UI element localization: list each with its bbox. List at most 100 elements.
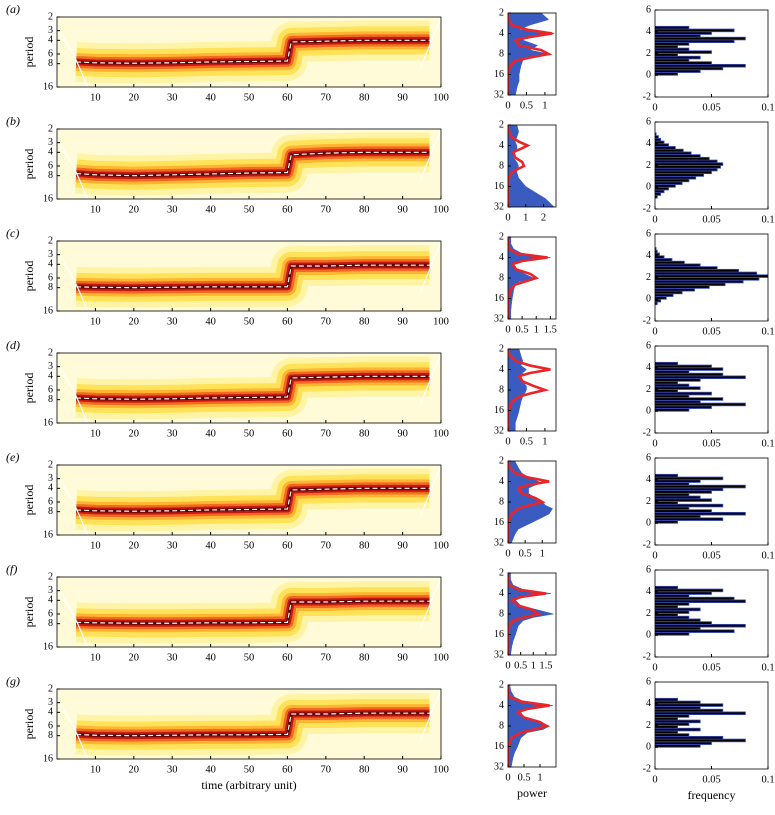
y-tick-label: 4 xyxy=(499,700,504,711)
hist-bar xyxy=(655,69,701,73)
x-tick-label: 10 xyxy=(90,428,101,439)
x-tick-label: 0 xyxy=(505,324,510,335)
x-tick-label: 50 xyxy=(244,92,255,103)
hist-bar xyxy=(655,591,712,595)
y-tick-label: 8 xyxy=(48,170,53,181)
x-tick-label: 0 xyxy=(652,662,657,673)
y-tick-label: 4 xyxy=(646,362,651,373)
power-spectrum xyxy=(508,237,551,319)
hist-bar xyxy=(655,594,690,598)
x-tick-label: 0.5 xyxy=(514,660,527,671)
x-tick-label: 0.5 xyxy=(520,100,533,111)
hist-bar xyxy=(655,63,746,68)
y-tick-label: 4 xyxy=(48,35,53,46)
hist-bar xyxy=(655,599,746,604)
hist-bar xyxy=(655,735,724,740)
y-tick-label: 2 xyxy=(646,608,651,619)
y-tick-label: 2 xyxy=(48,235,53,246)
hist-bar xyxy=(655,697,679,702)
x-tick-label: 0 xyxy=(505,212,510,223)
y-tick-label: 4 xyxy=(48,595,53,606)
panel-label: (g) xyxy=(6,674,20,688)
x-axis-label: frequency xyxy=(688,788,736,802)
x-tick-label: 40 xyxy=(205,540,216,551)
hist-bar xyxy=(655,247,657,251)
x-tick-label: 80 xyxy=(359,316,370,327)
y-tick-label: 3 xyxy=(48,473,53,484)
power-area xyxy=(508,349,527,431)
hist-bar xyxy=(655,58,690,63)
heatmap xyxy=(57,17,441,87)
x-tick-label: 50 xyxy=(244,652,255,663)
x-tick-label: 30 xyxy=(167,428,178,439)
hist-bar xyxy=(655,146,676,150)
hist-bar xyxy=(655,47,690,52)
hist-bar xyxy=(655,632,690,636)
x-tick-label: 10 xyxy=(90,652,101,663)
hist-bar xyxy=(655,402,746,407)
histogram xyxy=(655,473,746,524)
y-tick-label: 2 xyxy=(499,455,504,466)
hist-bar xyxy=(655,192,662,196)
heatmap xyxy=(57,129,441,199)
hist-bar xyxy=(655,520,679,524)
ridge-line xyxy=(76,39,430,64)
y-tick-label: -2 xyxy=(643,203,651,214)
y-tick-label: 2 xyxy=(499,231,504,242)
power-spectrum xyxy=(508,685,553,767)
y-tick-label: 6 xyxy=(646,228,651,239)
hist-bar xyxy=(655,476,724,481)
hist-bar xyxy=(655,28,735,33)
x-tick-label: 100 xyxy=(433,652,449,663)
y-tick-label: 6 xyxy=(646,116,651,127)
y-tick-label: 4 xyxy=(499,364,504,375)
hist-bar xyxy=(655,722,690,726)
hist-bar xyxy=(655,184,676,188)
y-tick-label: 4 xyxy=(48,371,53,382)
y-tick-label: 6 xyxy=(48,160,53,171)
x-tick-label: 90 xyxy=(397,764,408,775)
x-tick-label: 80 xyxy=(359,652,370,663)
hist-bar xyxy=(655,394,690,399)
cone-of-influence xyxy=(57,17,441,87)
y-tick-label: 8 xyxy=(499,384,504,395)
power-line xyxy=(508,461,550,543)
x-tick-label: 60 xyxy=(282,316,293,327)
x-tick-label: 1.5 xyxy=(544,324,557,335)
x-tick-label: 0 xyxy=(652,438,657,449)
hist-bar xyxy=(655,61,712,65)
x-tick-label: 2 xyxy=(541,212,546,223)
panel-label: (e) xyxy=(6,450,19,464)
x-tick-label: 90 xyxy=(397,316,408,327)
hist-bar xyxy=(655,370,690,374)
hist-bar xyxy=(655,151,692,156)
hist-bar xyxy=(655,503,724,508)
x-tick-label: 1 xyxy=(542,436,547,447)
y-tick-label: 32 xyxy=(494,425,504,436)
hist-bar xyxy=(655,367,724,371)
x-tick-label: 20 xyxy=(129,428,140,439)
hist-bar xyxy=(655,271,758,276)
x-tick-label: 0.1 xyxy=(761,550,774,561)
y-tick-label: 4 xyxy=(646,586,651,597)
x-axis-label: time (arbitrary unit) xyxy=(201,778,296,792)
hist-bar xyxy=(655,613,679,617)
x-tick-label: 40 xyxy=(205,204,216,215)
y-tick-label: -2 xyxy=(643,763,651,774)
hist-bar xyxy=(655,165,721,169)
hist-bar xyxy=(655,738,746,743)
hist-bar xyxy=(655,287,695,292)
x-tick-label: 0 xyxy=(505,772,510,783)
x-tick-label: 0 xyxy=(652,774,657,785)
x-tick-label: 70 xyxy=(321,652,332,663)
hist-bar xyxy=(655,25,690,30)
hist-bar xyxy=(655,714,690,718)
histogram xyxy=(655,25,746,76)
y-tick-label: 16 xyxy=(43,641,53,652)
hist-bar xyxy=(655,72,679,76)
hist-bar xyxy=(655,498,712,502)
ridge-line xyxy=(76,151,430,177)
hist-bar xyxy=(655,39,735,44)
hist-bar xyxy=(655,610,690,614)
hist-bar xyxy=(655,473,679,478)
